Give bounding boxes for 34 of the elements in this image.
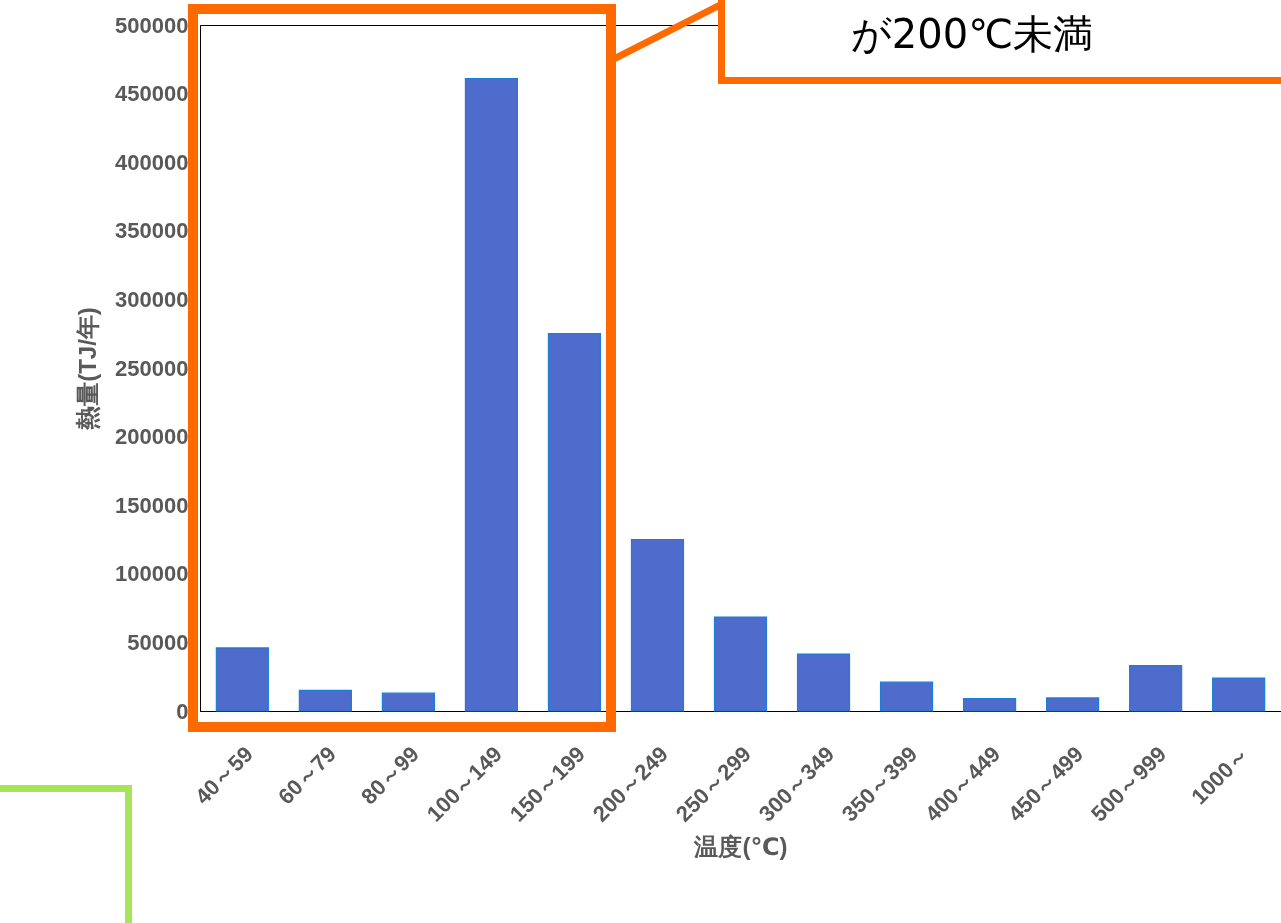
bar [464,77,519,712]
x-tick-label: 80～99 [356,741,424,810]
x-tick-label: 450～499 [1003,741,1089,827]
bar [630,538,685,712]
y-tick-label: 450000 [115,81,189,107]
bar [796,653,851,712]
y-tick-label: 350000 [115,218,189,244]
annotation: が200℃未満 [850,11,1094,57]
y-tick-label: 500000 [115,12,189,38]
bar [215,647,269,712]
bar [1212,677,1266,712]
y-tick-label: 0 [176,698,189,724]
y-tick-label: 250000 [115,355,189,381]
y-tick-label: 150000 [115,492,189,518]
bar [1129,665,1183,712]
bar [713,616,768,712]
x-tick-label: 100～149 [421,741,507,827]
x-tick-label: 150～199 [504,741,590,827]
bar [381,692,435,712]
y-axis-title: 熱量(TJ/年) [74,307,102,431]
bar [1046,697,1100,712]
y-tick-label: 200000 [115,424,189,450]
y-tick-label: 50000 [127,629,189,655]
y-tick-label: 100000 [115,561,189,587]
y-tick-label: 300000 [115,286,189,312]
x-tick-label: 500～999 [1086,741,1172,827]
x-tick-label: 40～59 [190,741,258,810]
bar [879,681,934,712]
bar [547,333,602,712]
x-axis-title: 温度(℃) [693,832,788,860]
bar [962,698,1017,712]
y-tick-label: 400000 [115,149,189,175]
bar [298,689,352,712]
x-tick-label: 60～79 [273,741,341,810]
